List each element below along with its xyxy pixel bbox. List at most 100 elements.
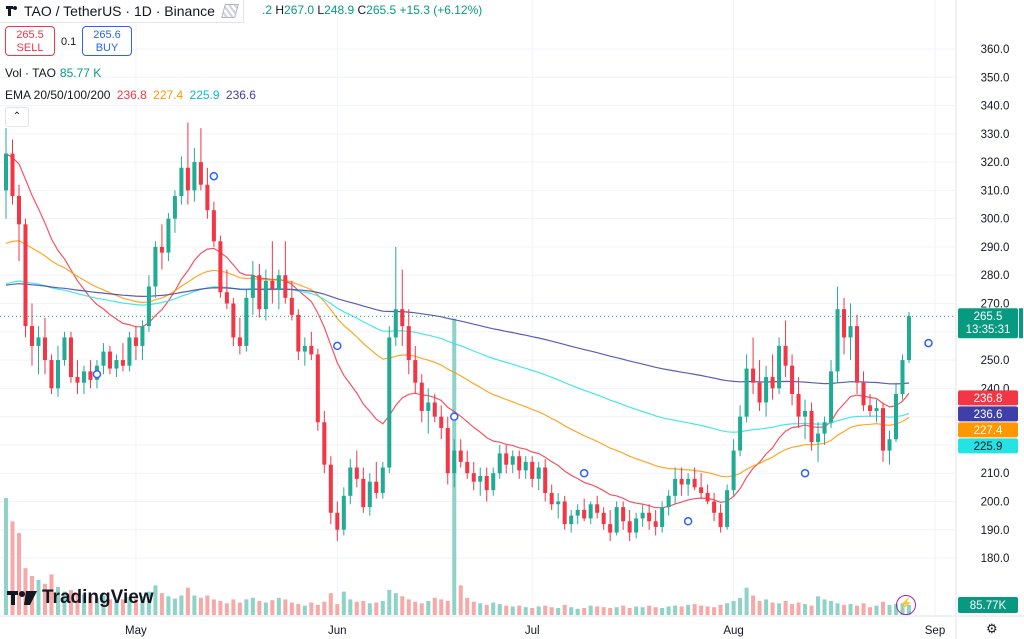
volume-bar xyxy=(458,585,463,615)
candle-body xyxy=(270,280,275,290)
volume-bar xyxy=(198,597,203,615)
candle-body xyxy=(107,351,112,369)
candle-body xyxy=(530,461,535,479)
volume-bar xyxy=(712,607,717,615)
volume-bar xyxy=(842,604,847,615)
candle-body xyxy=(315,354,320,423)
event-marker[interactable] xyxy=(92,369,102,379)
candle-body xyxy=(640,512,645,519)
candle-body xyxy=(569,515,574,525)
volume-bar xyxy=(296,604,301,615)
event-marker[interactable] xyxy=(333,341,342,351)
volume-bar xyxy=(250,597,255,615)
candle-body xyxy=(465,461,470,474)
x-tick-label: Jul xyxy=(525,625,540,637)
volume-bar xyxy=(653,607,658,615)
candle-body xyxy=(764,377,769,403)
candle-body xyxy=(536,467,541,479)
event-marker[interactable] xyxy=(800,468,810,478)
volume-bar xyxy=(731,600,736,615)
buy-button[interactable]: 265.6 BUY xyxy=(82,26,132,56)
tradingview-logo-text: TradingView xyxy=(42,587,154,608)
x-tick-label: Sep xyxy=(925,625,945,637)
volume-bar xyxy=(172,598,177,615)
volume-bar xyxy=(803,604,808,615)
close-label: C xyxy=(357,3,367,17)
volume-bar xyxy=(861,603,866,615)
volume-bar xyxy=(445,600,450,615)
candle-body xyxy=(666,495,671,508)
candle-body xyxy=(179,167,184,197)
volume-bar xyxy=(413,601,418,615)
candle-body xyxy=(101,351,106,366)
lightning-icon[interactable]: ⚡ xyxy=(896,595,916,615)
y-tick-label: 360.0 xyxy=(981,44,1010,56)
volume-bar xyxy=(140,596,145,615)
buy-price: 265.6 xyxy=(93,29,121,41)
candle-body xyxy=(302,345,307,352)
candle-body xyxy=(887,439,892,451)
candle-body xyxy=(153,246,158,287)
ema50-line xyxy=(5,240,910,478)
volume-legend[interactable]: Vol · TAO 85.77 K xyxy=(5,66,101,80)
candle-body xyxy=(893,394,899,440)
candle-body xyxy=(471,473,476,482)
event-markers xyxy=(92,171,933,526)
ema-legend[interactable]: EMA 20/50/100/200 236.8 227.4 225.9 236.… xyxy=(5,88,256,102)
ema100-line xyxy=(5,280,910,433)
candle-body xyxy=(790,365,795,394)
candle-body xyxy=(88,371,93,380)
volume-bar xyxy=(881,601,886,615)
candle-body xyxy=(614,507,619,533)
volume-bar xyxy=(673,605,678,615)
event-marker[interactable] xyxy=(683,517,693,526)
y-tick-label: 250.0 xyxy=(981,355,1010,367)
volume-bar xyxy=(744,587,749,615)
candle-body xyxy=(900,360,905,394)
sell-button[interactable]: 265.5 SELL xyxy=(5,26,55,56)
candle-body xyxy=(497,453,502,474)
volume-bar xyxy=(107,599,112,615)
candle-body xyxy=(361,478,366,508)
volume-bar xyxy=(309,602,314,615)
candle-body xyxy=(575,509,580,516)
candle-body xyxy=(250,275,255,298)
ema-tag-bg xyxy=(958,438,1018,454)
volume-bar xyxy=(634,606,639,615)
event-marker[interactable] xyxy=(579,468,589,478)
candle-body xyxy=(185,167,190,191)
volume-bar xyxy=(829,600,834,615)
candle-body xyxy=(517,456,522,471)
candle-body xyxy=(718,512,723,527)
sell-price: 265.5 xyxy=(16,29,44,41)
volume-bar xyxy=(679,606,684,615)
buy-label: BUY xyxy=(95,42,119,54)
symbol-title-bar[interactable]: TAO / TetherUS · 1D · Binance xyxy=(0,0,244,23)
flag-icon[interactable] xyxy=(221,4,239,18)
low-value: 248.9 xyxy=(324,3,355,17)
ema-tag-bg xyxy=(958,422,1018,438)
ema-tag-label: 236.6 xyxy=(974,409,1003,421)
tradingview-logo[interactable]: TradingView xyxy=(7,587,154,609)
volume-bar xyxy=(738,597,743,615)
volume-bar xyxy=(549,607,554,615)
event-marker[interactable] xyxy=(209,171,219,181)
volume-bar xyxy=(770,602,775,615)
candle-body xyxy=(354,467,359,479)
volume-bar xyxy=(536,606,541,615)
candle-body xyxy=(504,453,509,465)
gear-icon[interactable]: ⚙ xyxy=(986,621,998,636)
chevron-up-icon[interactable]: ⌃ xyxy=(5,107,29,127)
candle-body xyxy=(647,512,652,522)
volume-bar xyxy=(588,605,593,615)
candle-body xyxy=(751,368,756,383)
volume-bar xyxy=(211,599,216,615)
event-marker[interactable] xyxy=(450,412,459,421)
candle-body xyxy=(276,275,281,290)
event-marker[interactable] xyxy=(924,338,933,348)
candle-body xyxy=(140,326,145,346)
y-tick-label: 200.0 xyxy=(981,496,1010,508)
volume-bar xyxy=(419,603,424,615)
candle-body xyxy=(543,467,548,493)
